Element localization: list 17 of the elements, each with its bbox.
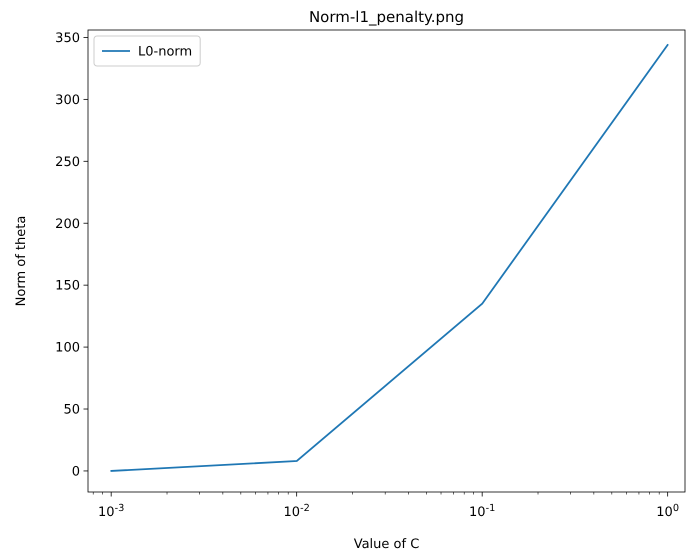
x-axis-title: Value of C <box>354 537 420 552</box>
y-tick-label: 0 <box>72 464 80 480</box>
y-tick-label: 300 <box>55 92 80 108</box>
x-tick-label: 10$^{-1}$ <box>469 502 496 520</box>
line-series <box>110 44 669 472</box>
y-tick-label: 250 <box>55 154 80 170</box>
legend-label: L0-norm <box>138 44 192 60</box>
x-tick-label: 10$^{0}$ <box>656 502 680 520</box>
y-tick-label: 100 <box>55 340 80 356</box>
chart-title: Norm-l1_penalty.png <box>308 8 464 26</box>
y-tick-label: 150 <box>55 278 80 294</box>
y-tick-label: 350 <box>55 30 80 46</box>
x-tick-label: 10$^{-2}$ <box>284 502 310 520</box>
y-tick-label: 200 <box>55 216 80 232</box>
y-tick-label: 50 <box>63 402 80 418</box>
x-tick-label: 10$^{-3}$ <box>98 502 124 520</box>
y-axis-title: Norm of theta <box>14 216 29 306</box>
